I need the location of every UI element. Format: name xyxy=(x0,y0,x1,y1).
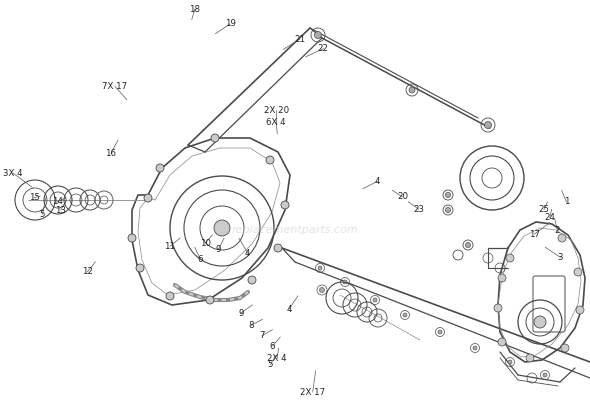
Text: 19: 19 xyxy=(225,19,235,28)
Circle shape xyxy=(576,306,584,314)
Circle shape xyxy=(248,276,256,284)
Text: 4: 4 xyxy=(286,304,292,314)
Circle shape xyxy=(128,234,136,242)
Circle shape xyxy=(409,87,415,93)
FancyBboxPatch shape xyxy=(533,276,565,332)
Circle shape xyxy=(144,194,152,202)
Text: 4: 4 xyxy=(375,177,381,186)
Text: 6: 6 xyxy=(270,342,276,351)
Text: 7: 7 xyxy=(259,331,265,340)
Text: 3X 4: 3X 4 xyxy=(3,169,23,178)
Circle shape xyxy=(506,254,514,262)
Text: 21: 21 xyxy=(294,35,305,44)
Text: 13: 13 xyxy=(55,206,66,215)
Text: 2X 4: 2X 4 xyxy=(267,354,287,363)
Circle shape xyxy=(281,201,289,209)
Text: 10: 10 xyxy=(200,239,211,248)
Circle shape xyxy=(274,244,282,252)
Circle shape xyxy=(484,122,491,129)
Text: 22: 22 xyxy=(318,44,329,53)
Circle shape xyxy=(498,338,506,346)
Text: 18: 18 xyxy=(189,5,200,14)
Circle shape xyxy=(561,344,569,352)
Text: 15: 15 xyxy=(29,193,40,202)
Text: 2: 2 xyxy=(555,226,560,235)
Circle shape xyxy=(558,234,566,242)
Circle shape xyxy=(343,280,347,284)
Circle shape xyxy=(156,164,164,172)
Text: 7X 17: 7X 17 xyxy=(103,82,127,91)
Circle shape xyxy=(403,313,407,317)
Circle shape xyxy=(214,220,230,236)
Text: 24: 24 xyxy=(545,213,555,222)
Circle shape xyxy=(166,292,174,300)
Circle shape xyxy=(526,354,534,362)
Text: 3: 3 xyxy=(558,253,563,262)
Circle shape xyxy=(473,346,477,350)
Circle shape xyxy=(320,288,325,293)
Circle shape xyxy=(314,31,322,38)
Text: 2X 17: 2X 17 xyxy=(300,388,325,397)
Circle shape xyxy=(136,264,144,272)
Circle shape xyxy=(445,192,451,197)
Circle shape xyxy=(211,134,219,142)
Text: 12: 12 xyxy=(82,267,93,276)
Text: 14: 14 xyxy=(52,197,63,206)
Text: 5: 5 xyxy=(267,360,273,369)
Text: 8: 8 xyxy=(248,321,254,330)
Text: 23: 23 xyxy=(414,205,424,214)
Circle shape xyxy=(373,298,377,302)
Text: 9: 9 xyxy=(215,245,221,254)
Circle shape xyxy=(534,316,546,328)
Text: 20: 20 xyxy=(397,192,408,201)
Circle shape xyxy=(494,304,502,312)
Text: 6X 4: 6X 4 xyxy=(266,118,286,127)
Text: 25: 25 xyxy=(539,205,549,214)
Text: 11: 11 xyxy=(165,242,175,251)
Text: 6: 6 xyxy=(198,255,204,264)
Text: 2X 20: 2X 20 xyxy=(264,106,289,115)
Text: 5: 5 xyxy=(40,210,45,219)
Text: 9: 9 xyxy=(238,309,244,318)
Circle shape xyxy=(543,373,547,377)
Circle shape xyxy=(466,243,470,248)
Circle shape xyxy=(438,330,442,334)
Circle shape xyxy=(206,296,214,304)
Circle shape xyxy=(445,208,451,213)
Circle shape xyxy=(266,156,274,164)
Text: 17: 17 xyxy=(529,229,540,239)
Text: replacementparts.com: replacementparts.com xyxy=(232,225,358,235)
Circle shape xyxy=(318,266,322,270)
Text: 16: 16 xyxy=(106,149,116,158)
Text: 1: 1 xyxy=(563,197,569,206)
Circle shape xyxy=(574,268,582,276)
Circle shape xyxy=(508,360,512,364)
Text: 4: 4 xyxy=(245,249,251,258)
Circle shape xyxy=(498,274,506,282)
